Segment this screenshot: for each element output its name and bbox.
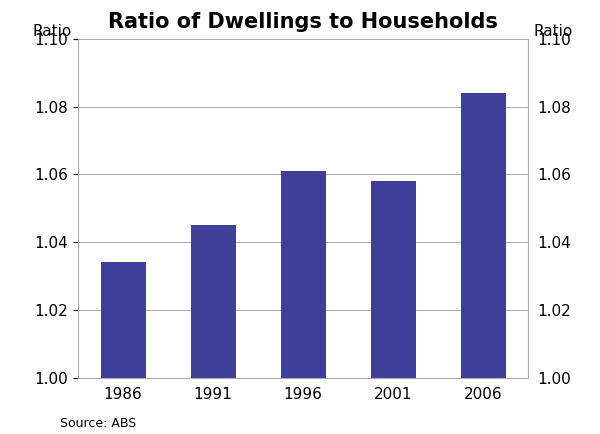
Bar (281, 171, 325, 378)
Bar (461, 93, 505, 378)
Bar (101, 263, 146, 378)
Bar (191, 225, 235, 378)
Text: Ratio: Ratio (534, 24, 573, 39)
Title: Ratio of Dwellings to Households: Ratio of Dwellings to Households (108, 12, 498, 32)
Bar (371, 181, 415, 378)
Text: Source: ABS: Source: ABS (60, 417, 136, 430)
Text: Ratio: Ratio (33, 24, 72, 39)
